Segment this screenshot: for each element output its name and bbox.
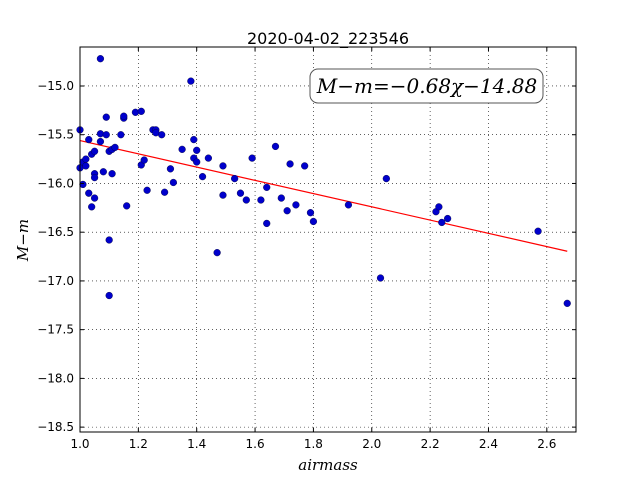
data-point: [85, 189, 93, 197]
data-point: [292, 201, 300, 209]
fit-annotation: M−m=−0.68χ−14.88: [309, 68, 544, 104]
data-point: [120, 112, 128, 120]
x-tick-label: 2.2: [421, 437, 440, 451]
data-point: [277, 194, 285, 202]
data-point: [213, 249, 221, 257]
data-point: [82, 162, 90, 170]
data-point: [248, 154, 256, 162]
data-point: [111, 143, 119, 151]
data-point: [382, 174, 390, 183]
data-point: [187, 77, 195, 85]
data-point: [123, 202, 131, 210]
data-point: [344, 201, 353, 209]
x-tick-label: 1.2: [129, 437, 148, 451]
data-point: [178, 145, 186, 153]
data-point: [90, 174, 99, 182]
data-point: [108, 170, 116, 178]
annotation-text: M−m=−0.68χ−14.88: [316, 74, 537, 98]
data-point: [534, 227, 542, 235]
data-point: [219, 162, 227, 170]
y-tick-label: −16.5: [37, 225, 74, 239]
data-point: [242, 196, 250, 204]
data-point: [90, 147, 99, 155]
data-point: [117, 131, 125, 139]
data-point: [102, 113, 110, 121]
x-tick-label: 2.0: [362, 437, 381, 451]
y-tick-label: −18.0: [37, 371, 74, 385]
y-tick-label: −17.5: [37, 323, 74, 337]
data-point: [88, 203, 96, 211]
x-tick-label: 2.6: [537, 437, 556, 451]
x-tick-label: 1.8: [304, 437, 323, 451]
plot-frame: [79, 46, 577, 433]
data-point: [286, 160, 294, 168]
x-tick-label: 1.6: [246, 437, 265, 451]
data-point: [438, 218, 446, 227]
x-tick-label: 2.4: [479, 437, 498, 451]
grid-lines: [79, 47, 576, 432]
data-point: [96, 55, 105, 63]
data-point: [193, 158, 201, 166]
data-point: [140, 156, 148, 164]
data-point: [444, 214, 452, 223]
data-point: [105, 291, 113, 300]
chart-title: 2020-04-02_223546: [247, 29, 409, 49]
data-point: [231, 174, 239, 183]
data-point: [236, 189, 245, 197]
y-tick-label: −16.0: [37, 176, 74, 190]
data-point: [158, 131, 166, 139]
annotation-box: [309, 68, 544, 104]
data-point: [143, 186, 151, 194]
data-point: [257, 196, 265, 204]
data-point: [161, 188, 169, 196]
data-point: [96, 137, 105, 146]
data-point: [99, 168, 107, 176]
data-point: [435, 203, 443, 211]
data-points: [76, 55, 571, 307]
data-point: [204, 154, 212, 162]
y-tick-label: −15.0: [37, 79, 74, 93]
data-point: [193, 146, 201, 154]
y-tick-label: −15.5: [37, 128, 74, 142]
data-point: [102, 131, 110, 139]
data-point: [137, 107, 145, 115]
data-point: [190, 135, 198, 144]
data-point: [198, 173, 207, 181]
data-point: [79, 180, 87, 189]
data-point: [219, 191, 227, 199]
data-point: [82, 155, 90, 163]
data-point: [283, 207, 291, 215]
data-point: [263, 219, 271, 228]
y-tick-label: −18.5: [37, 420, 74, 434]
x-axis-label: airmass: [298, 456, 358, 474]
y-axis-label: M−m: [14, 219, 32, 262]
data-point: [309, 217, 318, 226]
data-point: [306, 209, 315, 217]
fit-line: [79, 139, 568, 252]
data-point: [90, 194, 99, 202]
y-axis-ticks: −15.0 −15.5 −16.0 −16.5 −17.0 −17.5 −18.0 −18.5: [37, 79, 576, 434]
data-point: [85, 135, 93, 144]
fit-line-group: [79, 139, 568, 252]
x-axis-ticks: 1.0 1.2 1.4 1.6 1.8 2.0 2.2 2.4 2.6: [70, 47, 556, 451]
x-tick-label: 1.4: [187, 437, 206, 451]
data-point: [563, 299, 571, 307]
data-point: [105, 236, 113, 244]
y-tick-label: −17.0: [37, 274, 74, 288]
data-point: [263, 183, 271, 191]
x-tick-label: 1.0: [70, 437, 89, 451]
data-point: [301, 162, 309, 170]
data-point: [376, 274, 385, 282]
data-point: [169, 178, 177, 187]
data-point: [271, 142, 280, 151]
data-point: [166, 165, 175, 173]
